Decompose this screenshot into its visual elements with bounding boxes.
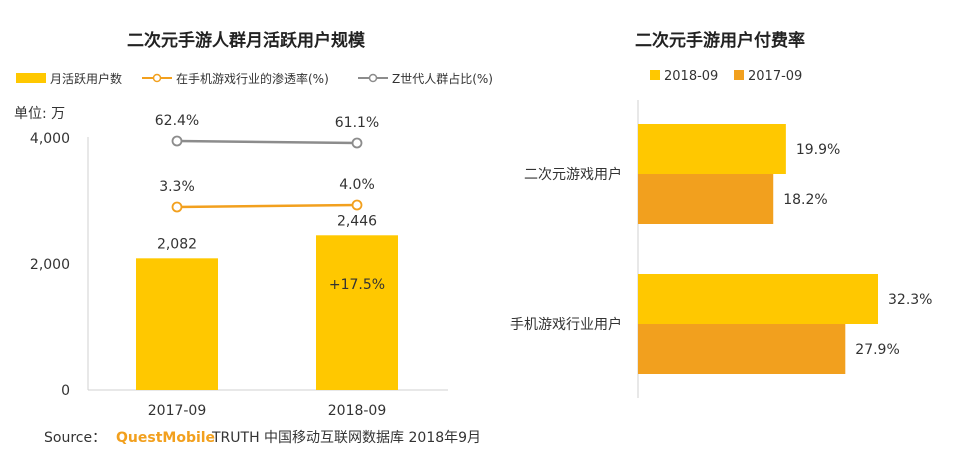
source-text: TRUTH 中国移动互联网数据库 2018年9月 xyxy=(211,430,481,446)
hbar-2017-09-1 xyxy=(638,324,846,374)
point-penetration-2017-09 xyxy=(171,201,183,213)
hbar-label-2018-09-0: 19.9% xyxy=(796,142,840,158)
right-chart-marks: 二次元游戏用户 19.9% 18.2% 手机游戏行业用户 32.3% 27.9% xyxy=(510,124,932,374)
bar-mau-2018-09 xyxy=(316,235,398,390)
point-label-genz-2017-09: 62.4% xyxy=(155,113,199,129)
x-tick-2018-09: 2018-09 xyxy=(328,403,387,419)
y-tick-0: 0 xyxy=(61,383,70,399)
bar-label-mau-2017-09: 2,082 xyxy=(157,236,197,252)
hbar-2017-09-0 xyxy=(638,174,774,224)
point-penetration-2018-09 xyxy=(351,199,363,211)
right-legend: 2018-09 2017-09 xyxy=(650,69,802,84)
line-genz xyxy=(176,139,358,145)
left-legend: 月活跃用户数 在手机游戏行业的渗透率(%) Z世代人群占比(%) xyxy=(16,71,493,86)
hbar-2018-09-1 xyxy=(638,274,878,324)
x-tick-2017-09: 2017-09 xyxy=(148,403,207,419)
y-tick-2000: 2,000 xyxy=(30,257,70,273)
hbar-2018-09-0 xyxy=(638,124,786,174)
legend-label-genz: Z世代人群占比(%) xyxy=(392,71,493,86)
category-label-1: 手机游戏行业用户 xyxy=(510,316,622,333)
legend-swatch-2018 xyxy=(650,70,660,80)
legend-label-penetration: 在手机游戏行业的渗透率(%) xyxy=(176,71,329,86)
point-label-penetration-2017-09: 3.3% xyxy=(159,179,195,195)
growth-annotation: +17.5% xyxy=(329,277,385,293)
unit-label: 单位: 万 xyxy=(14,106,65,122)
left-chart-title: 二次元手游人群月活跃用户规模 xyxy=(127,30,366,51)
category-label-0: 二次元游戏用户 xyxy=(524,166,622,183)
line-penetration xyxy=(176,203,358,209)
right-chart-title: 二次元手游用户付费率 xyxy=(635,30,805,51)
hbar-label-2017-09-1: 27.9% xyxy=(855,342,899,358)
point-genz-2018-09 xyxy=(351,137,363,149)
legend-swatch-2017 xyxy=(734,70,744,80)
legend-label-2017: 2017-09 xyxy=(748,69,802,84)
hbar-label-2018-09-1: 32.3% xyxy=(888,292,932,308)
legend-marker-genz xyxy=(368,73,378,83)
point-genz-2017-09 xyxy=(171,135,183,147)
source-line: Source： QuestMobile TRUTH 中国移动互联网数据库 201… xyxy=(44,430,481,446)
y-tick-4000: 4,000 xyxy=(30,131,70,147)
source-brand: QuestMobile xyxy=(116,430,215,446)
bar-label-mau-2018-09: 2,446 xyxy=(337,213,377,229)
point-label-genz-2018-09: 61.1% xyxy=(335,115,379,131)
legend-marker-penetration xyxy=(152,73,162,83)
legend-swatch-mau xyxy=(16,73,46,83)
hbar-label-2017-09-0: 18.2% xyxy=(783,192,827,208)
source-prefix: Source： xyxy=(44,430,106,446)
legend-label-mau: 月活跃用户数 xyxy=(50,71,122,86)
point-label-penetration-2018-09: 4.0% xyxy=(339,177,375,193)
left-chart-marks: 2017-09 2018-09 2,082 2,446 +17.5% 3.3% 4.0% 62… xyxy=(136,113,398,419)
legend-label-2018: 2018-09 xyxy=(664,69,718,84)
bar-mau-2017-09 xyxy=(136,258,218,390)
